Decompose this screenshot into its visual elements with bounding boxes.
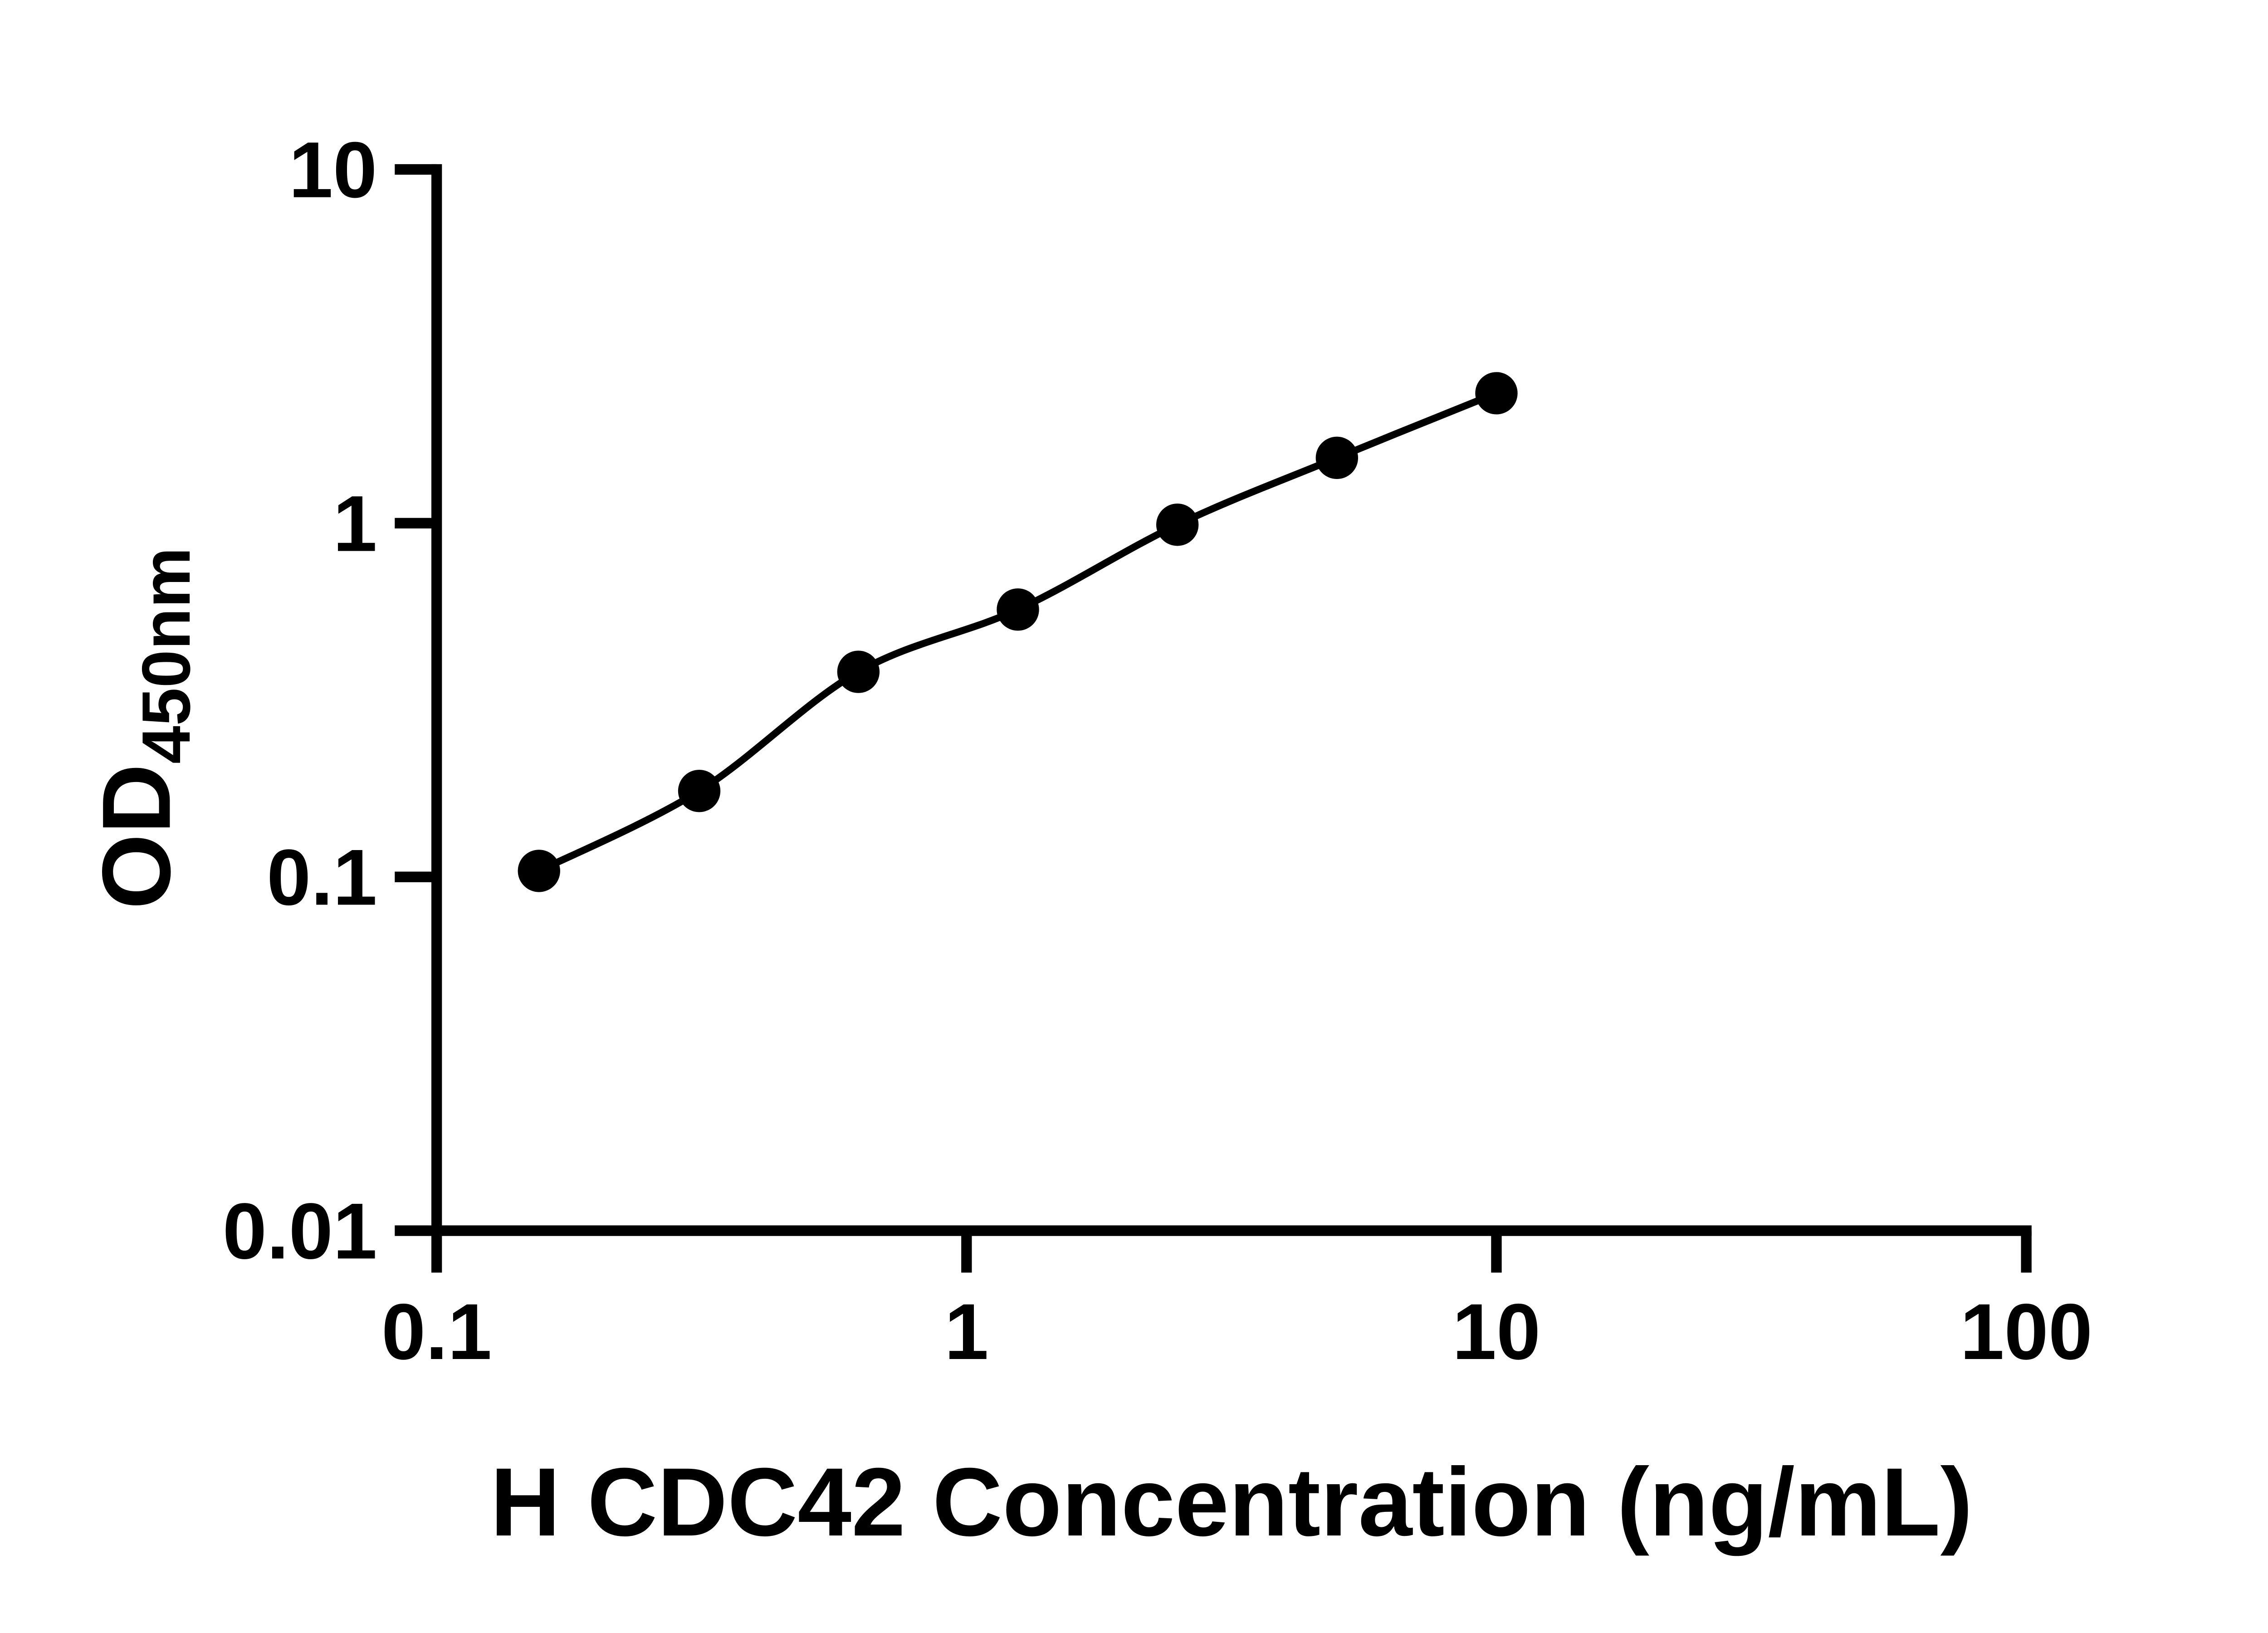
y-axis-title-subscript: 450nm <box>128 547 204 763</box>
data-point-marker <box>997 588 1039 631</box>
y-axis-title: OD450nm <box>82 547 204 909</box>
y-tick-label: 1 <box>333 480 377 568</box>
x-axis-title: H CDC42 Concentration (ng/mL) <box>490 1448 1973 1556</box>
x-tick-label: 10 <box>1452 1288 1541 1376</box>
data-point-marker <box>678 770 721 812</box>
x-axis-ticks: 0.1 1 10 100 <box>381 1231 2092 1376</box>
data-point-marker <box>518 850 560 892</box>
chart-background <box>0 22 2268 1611</box>
y-tick-label: 0.1 <box>267 833 377 922</box>
data-point-marker <box>1315 436 1358 479</box>
y-axis-title-main: OD <box>82 764 191 909</box>
y-tick-label: 0.01 <box>223 1187 377 1276</box>
x-tick-label: 1 <box>944 1288 988 1376</box>
x-tick-label: 0.1 <box>381 1288 492 1376</box>
data-points <box>518 372 1518 892</box>
x-tick-label: 100 <box>1960 1288 2092 1376</box>
y-tick-label: 10 <box>289 126 377 215</box>
y-axis-ticks: 10 1 0.1 0.01 <box>223 126 437 1276</box>
data-point-marker <box>837 650 880 693</box>
data-point-marker <box>1156 504 1199 546</box>
data-point-marker <box>1475 372 1518 415</box>
